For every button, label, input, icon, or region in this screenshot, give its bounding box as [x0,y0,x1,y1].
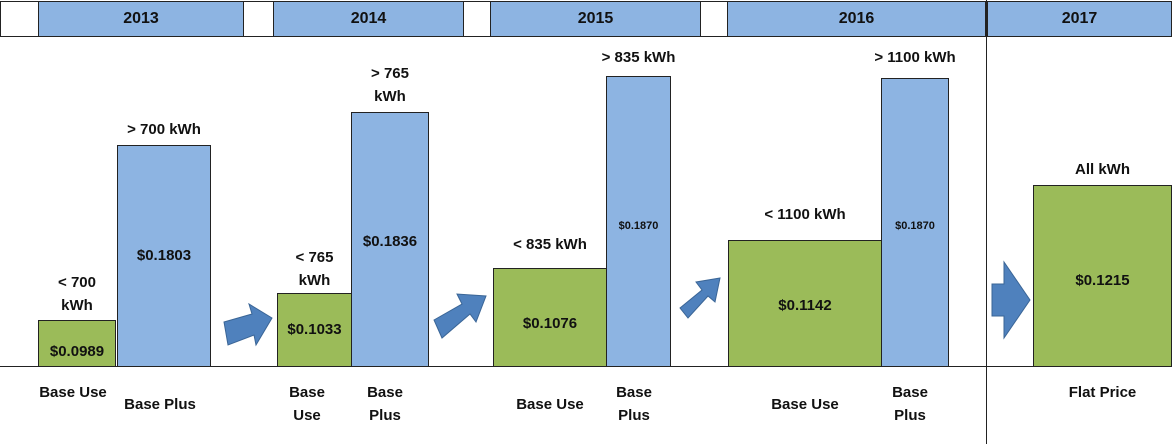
year-header: 2017 [987,1,1172,37]
header-gap [463,1,491,37]
price-label: $0.1870 [895,220,935,232]
rate-bar [881,78,949,367]
price-label: $0.1836 [362,233,418,250]
bar-caption: Base Use [771,396,839,413]
year-header: 2016 [727,1,986,37]
bar-caption: Base Plus [367,384,403,424]
header-gap [0,1,39,37]
divider [986,0,987,444]
price-label: $0.0989 [49,343,105,360]
arrow [223,302,273,347]
threshold-label: < 765 kWh [295,249,334,289]
price-label: $0.1870 [618,220,659,232]
bar-caption: Base Use [39,384,107,401]
year-header: 2013 [38,1,244,37]
rate-bar [1033,185,1172,367]
arrow [991,260,1031,340]
bar-caption: Base Plus [892,384,928,424]
threshold-label: < 1100 kWh [764,206,846,223]
year-header: 2014 [273,1,464,37]
arrow [433,293,487,339]
price-label: $0.1803 [136,247,192,264]
price-label: $0.1142 [778,297,832,314]
bar-caption: Base Use [516,396,584,413]
threshold-label: All kWh [1075,161,1130,178]
rate-bar [606,76,671,367]
threshold-label: > 765 kWh [371,65,409,105]
threshold-label: < 835 kWh [513,236,587,253]
threshold-label: > 700 kWh [127,121,201,138]
rate-bar [117,145,211,367]
bar-caption: Base Plus [616,384,652,424]
price-label: $0.1215 [1075,272,1130,289]
threshold-label: > 1100 kWh [874,49,956,66]
arrow [679,277,721,319]
rate-bar [493,268,607,367]
rate-bar [38,320,116,367]
bar-caption: Base Plus [124,396,196,413]
price-label: $0.1076 [522,315,578,332]
threshold-label: < 700 kWh [58,274,96,314]
bar-caption: Base Use [289,384,325,424]
price-label: $0.1033 [287,321,342,338]
rate-bar [351,112,429,367]
year-header: 2015 [490,1,701,37]
bar-caption: Flat Price [1068,384,1137,401]
header-gap [700,1,728,37]
header-gap [243,1,274,37]
threshold-label: > 835 kWh [601,49,676,66]
rate-bar [277,293,352,367]
